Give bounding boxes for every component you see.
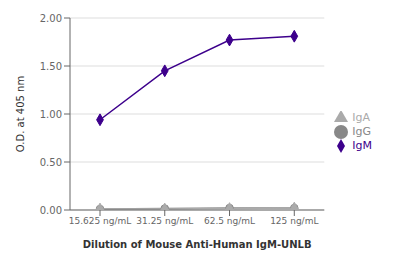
svg-text:O.D. at 405 nm: O.D. at 405 nm: [15, 76, 26, 152]
svg-text:31.25 ng/mL: 31.25 ng/mL: [136, 216, 193, 226]
svg-text:125 ng/mL: 125 ng/mL: [270, 216, 318, 226]
svg-text:2.00: 2.00: [40, 13, 62, 24]
svg-text:0.50: 0.50: [40, 157, 62, 168]
svg-text:1.00: 1.00: [40, 109, 62, 120]
svg-text:0.00: 0.00: [40, 205, 62, 216]
html-text:IgG: IgG: [352, 124, 371, 138]
svg-text:15.625 ng/mL: 15.625 ng/mL: [69, 216, 132, 226]
svg-text:1.50: 1.50: [40, 61, 62, 72]
html-text:IgA: IgA: [352, 110, 370, 124]
html-text:IgM: IgM: [352, 138, 372, 152]
svg-text:62.5 ng/mL: 62.5 ng/mL: [204, 216, 255, 226]
svg-text:Dilution of Mouse Anti-Human I: Dilution of Mouse Anti-Human IgM-UNLB: [83, 239, 312, 250]
